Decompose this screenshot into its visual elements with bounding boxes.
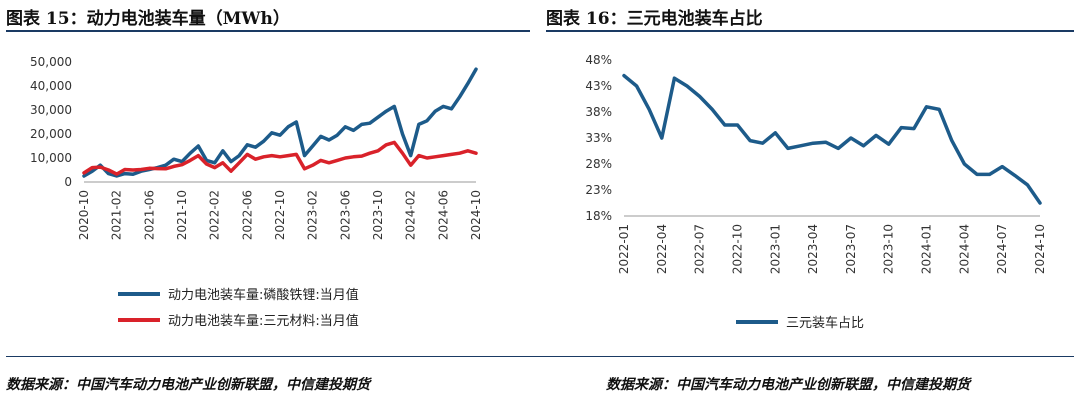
y-tick-label: 33% [585, 131, 612, 145]
ncm-series-line [82, 140, 478, 176]
x-tick-label: 2023-02 [306, 190, 320, 240]
y-tick-label: 43% [585, 79, 612, 93]
x-tick-label: 2021-02 [110, 190, 124, 240]
x-tick-label: 2023-10 [371, 190, 385, 240]
right-chart-title: 图表 16：三元电池装车占比 [546, 9, 763, 29]
y-tick-label: 50,000 [30, 55, 72, 69]
y-tick-label: 10,000 [30, 151, 72, 165]
legend-label: 动力电池装车量:三元材料:当月值 [168, 313, 359, 329]
left-chart-title: 图表 15：动力电池装车量（MWh） [6, 9, 290, 29]
legend-label: 动力电池装车量:磷酸铁锂:当月值 [168, 287, 359, 303]
legend-label: 三元装车占比 [786, 315, 864, 331]
x-tick-label: 2024-04 [957, 224, 971, 274]
y-tick-label: 23% [585, 183, 612, 197]
ncm-share-series-line [622, 73, 1042, 205]
x-tick-label: 2022-06 [240, 190, 254, 240]
right-source-note: 数据来源：中国汽车动力电池产业创新联盟，中信建投期货 [606, 377, 970, 393]
y-tick-label: 28% [585, 157, 612, 171]
x-tick-label: 2024-10 [1033, 224, 1047, 274]
x-tick-label: 2023-07 [844, 224, 858, 274]
y-tick-label: 18% [585, 209, 612, 223]
x-tick-label: 2024-06 [436, 190, 450, 240]
y-tick-label: 38% [585, 105, 612, 119]
x-tick-label: 2023-10 [882, 224, 896, 274]
x-tick-label: 2021-06 [142, 190, 156, 240]
x-tick-label: 2023-06 [338, 190, 352, 240]
bottom-rule [6, 356, 1074, 357]
x-tick-label: 2024-02 [404, 190, 418, 240]
x-tick-label: 2024-01 [920, 224, 934, 274]
x-tick-label: 2023-04 [806, 224, 820, 274]
x-tick-label: 2022-10 [273, 190, 287, 240]
x-tick-label: 2023-01 [768, 224, 782, 274]
y-tick-label: 0 [64, 175, 72, 189]
left-source-note: 数据来源：中国汽车动力电池产业创新联盟，中信建投期货 [6, 377, 370, 393]
x-tick-label: 2022-01 [617, 224, 631, 274]
y-tick-label: 30,000 [30, 103, 72, 117]
y-tick-label: 48% [585, 53, 612, 67]
x-tick-label: 2024-10 [469, 190, 483, 240]
x-tick-label: 2022-02 [208, 190, 222, 240]
x-tick-label: 2020-10 [77, 190, 91, 240]
x-tick-label: 2022-04 [655, 224, 669, 274]
y-tick-label: 40,000 [30, 79, 72, 93]
x-tick-label: 2022-07 [693, 224, 707, 274]
left-title-rule [6, 30, 530, 32]
x-tick-label: 2022-10 [730, 224, 744, 274]
x-tick-label: 2024-07 [995, 224, 1009, 274]
left-chart: 0 10,000 20,000 30,000 40,000 50,000 2020-10 20… [30, 55, 483, 329]
x-tick-label: 2021-10 [175, 190, 189, 240]
right-title-rule [546, 30, 1074, 32]
right-chart: 18% 23% 28% 33% 38% 43% 48% 2022-01 2022-04 2022-… [585, 53, 1047, 331]
y-tick-label: 20,000 [30, 127, 72, 141]
